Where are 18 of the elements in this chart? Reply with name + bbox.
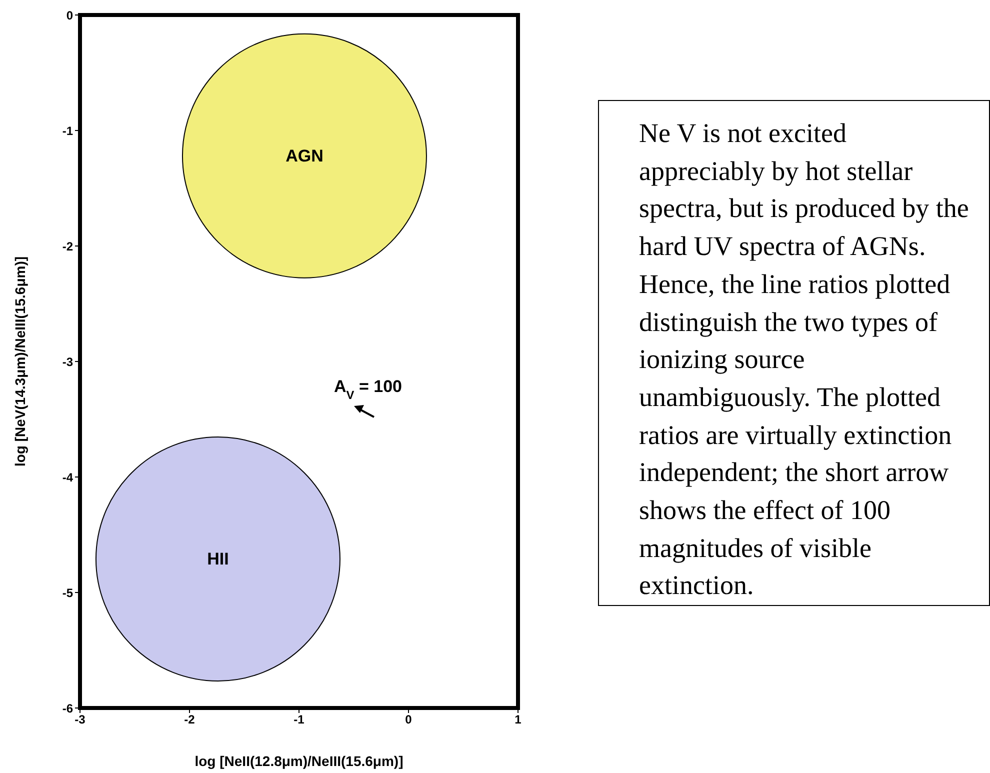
- series-label: HII: [207, 550, 229, 569]
- x-axis-title: log [NeII(12.8μm)/NeIII(15.6μm)]: [194, 753, 404, 769]
- x-tick-label: 0: [405, 712, 412, 727]
- y-tick-label: -3: [62, 354, 74, 369]
- y-tick-label: -6: [62, 701, 74, 716]
- series-label: AGN: [286, 146, 324, 166]
- y-tick-label: -5: [62, 586, 74, 600]
- x-tick-label: 1: [514, 712, 522, 727]
- y-tick-label: -1: [62, 124, 74, 138]
- y-tick-label: 0: [66, 8, 74, 22]
- y-tick-label: -4: [62, 470, 74, 484]
- y-axis-title: log [NeV(14.3μm)/NeIII(15.6μm)]: [12, 256, 28, 467]
- text: Ne V is not excited appreciably by hot stellar spectra, but is produced by the hard UV spectra of AGNs. Hence, the line ratios plotted distinguish the two types of ionizing source unambiguously. The plotted ratios are virtually extinction independent; the short arrow shows the effect of 100 magnitudes of visible extinction.: [639, 118, 969, 600]
- x-tick-label: -1: [294, 712, 305, 727]
- y-tick-label: -2: [62, 239, 74, 254]
- annotation: A$_{V}$ = 100: [334, 377, 402, 402]
- x-tick-label: -3: [74, 712, 86, 727]
- x-tick-label: -2: [184, 712, 196, 727]
